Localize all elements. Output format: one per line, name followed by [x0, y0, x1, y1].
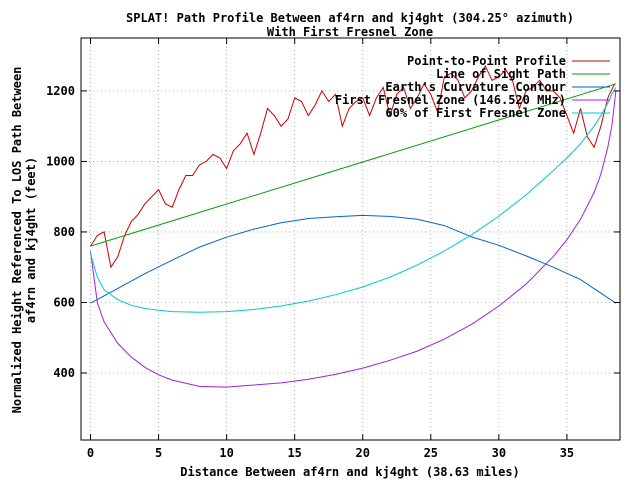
x-tick-label: 35	[560, 446, 574, 460]
y-axis-label-line1: Normalized Height Referenced To LOS Path…	[10, 67, 24, 414]
x-tick-label: 20	[356, 446, 370, 460]
x-tick-label: 15	[287, 446, 301, 460]
y-tick-label: 1000	[46, 154, 75, 168]
plot-frame	[80, 37, 621, 441]
legend-label: Line of Sight Path	[436, 67, 566, 81]
legend-label: Point-to-Point Profile	[407, 54, 566, 68]
x-axis-label: Distance Between af4rn and kj4ght (38.63…	[180, 465, 520, 479]
y-tick-label: 1200	[46, 84, 75, 98]
profile-series-line	[90, 65, 616, 269]
line-of-sight-series-line	[90, 83, 617, 247]
y-tick-label: 400	[53, 366, 75, 380]
fresnel-zone-series-line	[90, 90, 617, 388]
x-tick-label: 25	[424, 446, 438, 460]
chart-subtitle: With First Fresnel Zone	[267, 25, 433, 39]
series-layer	[90, 65, 617, 388]
tick-layer: 0 5 10 15 20 25 30 35 400 600 800 1000 1200	[46, 38, 620, 460]
y-axis-label-line2: af4rn and kj4ght (feet)	[24, 157, 38, 323]
y-tick-label: 600	[53, 295, 75, 309]
x-tick-label: 30	[492, 446, 506, 460]
x-tick-label: 0	[87, 446, 94, 460]
legend-label: 60% of First Fresnel Zone	[385, 106, 566, 120]
fresnel-60-series-line	[90, 87, 617, 313]
chart-title: SPLAT! Path Profile Between af4rn and kj…	[126, 11, 574, 25]
y-tick-label: 800	[53, 225, 75, 239]
x-tick-label: 10	[219, 446, 233, 460]
legend-label: First Fresnel Zone (146.520 MHz)	[335, 93, 566, 107]
x-tick-label: 5	[155, 446, 162, 460]
y-axis-label-group: Normalized Height Referenced To LOS Path…	[10, 67, 38, 414]
legend-label: Earth's Curvature Contour	[385, 80, 566, 94]
earth-curvature-series-line	[90, 214, 617, 304]
